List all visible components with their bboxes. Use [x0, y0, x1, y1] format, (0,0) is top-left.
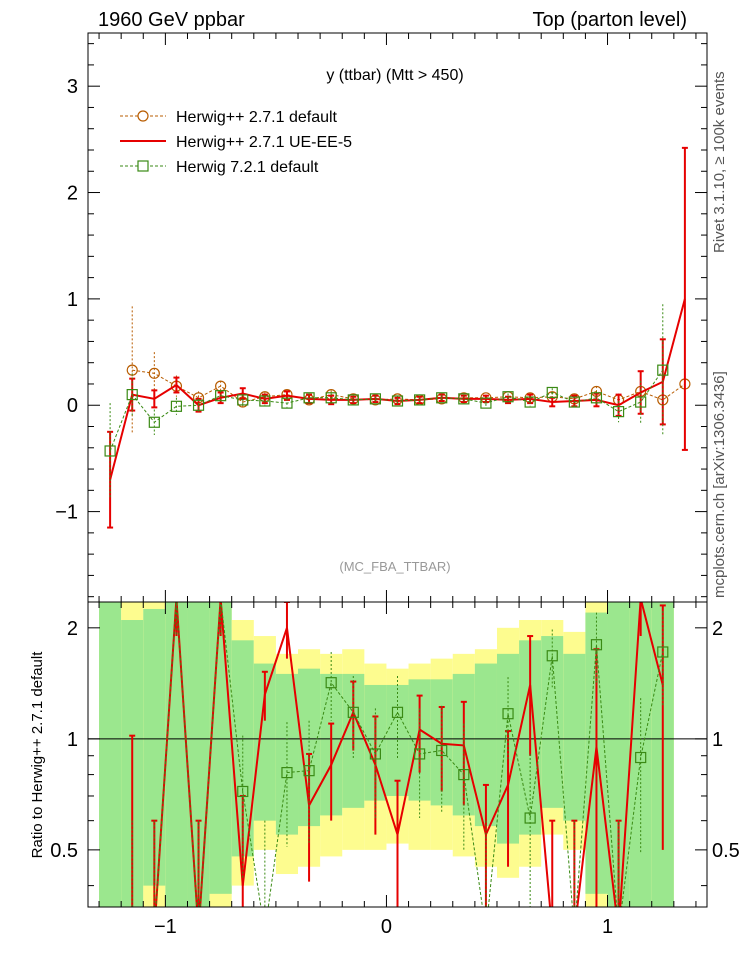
data-point — [303, 392, 315, 404]
legend-label: Herwig++ 2.7.1 UE-EE-5 — [176, 134, 352, 151]
data-point — [657, 364, 669, 376]
mcplots-label: mcplots.cern.ch [arXiv:1306.3436] — [711, 371, 728, 598]
data-point — [215, 390, 227, 402]
ratio-point — [590, 639, 603, 651]
axes: −1 0 1 2 3 −1 0 1 0.5 0.5 1 1 2 2 — [50, 32, 740, 938]
main-plot-data — [104, 146, 691, 529]
ratio-xtick-label: −1 — [154, 916, 177, 938]
data-point — [414, 394, 426, 406]
data-point — [148, 367, 160, 379]
data-point — [347, 394, 359, 406]
main-ytick-label: 3 — [67, 76, 78, 98]
ratio-ytick-label-right: 0.5 — [712, 840, 740, 862]
ratio-point — [546, 650, 558, 662]
ratio-ytick-label-right: 1 — [712, 729, 723, 751]
ratio-frame — [87, 601, 708, 908]
legend-label: Herwig 7.2.1 default — [176, 159, 319, 176]
header-process: Top (parton level) — [532, 9, 687, 31]
legend-marker-square — [137, 160, 149, 172]
legend-marker-circle — [137, 110, 149, 122]
header-energy: 1960 GeV ppbar — [98, 9, 245, 31]
ratio-ylabel: Ratio to Herwig++ 2.7.1 default — [29, 651, 46, 859]
data-point — [391, 395, 404, 407]
rivet-label: Rivet 3.1.10, ≥ 100k events — [711, 71, 728, 253]
ratio-point — [502, 708, 514, 720]
ratio-ytick-label-right: 2 — [712, 618, 723, 640]
ratio-point — [391, 706, 404, 718]
data-point — [104, 445, 116, 457]
band-green — [187, 602, 210, 907]
data-point — [237, 394, 249, 406]
band-green — [541, 636, 564, 808]
main-ytick-label: 1 — [67, 289, 78, 311]
ratio-xtick-label: 0 — [381, 916, 392, 938]
data-point — [502, 391, 514, 403]
legend-label: Herwig++ 2.7.1 default — [176, 109, 338, 126]
data-point — [148, 416, 160, 428]
ratio-bands — [99, 602, 674, 907]
band-green — [253, 663, 276, 821]
ratio-point — [325, 677, 337, 689]
band-green — [209, 602, 232, 894]
band-green — [607, 602, 630, 907]
plot-title: y (ttbar) (Mtt > 450) — [326, 67, 463, 84]
band-green — [563, 653, 586, 821]
data-point — [126, 389, 138, 401]
ratio-point — [237, 785, 249, 798]
series-line — [109, 369, 664, 452]
data-point — [458, 393, 470, 405]
ratio-point — [347, 706, 359, 718]
data-point — [635, 396, 647, 408]
data-point — [192, 399, 205, 411]
data-point — [612, 406, 625, 418]
ratio-point — [635, 751, 647, 764]
ratio-point — [369, 748, 381, 760]
data-point — [325, 392, 337, 404]
band-green — [165, 602, 188, 907]
band-green — [143, 608, 166, 886]
data-point — [568, 396, 580, 408]
ratio-xtick-label: 1 — [602, 916, 613, 938]
ratio-point — [414, 748, 426, 760]
watermark: (MC_FBA_TTBAR) — [339, 559, 450, 574]
ratio-point — [524, 812, 536, 824]
ratio-point — [436, 744, 448, 757]
data-point — [369, 393, 381, 405]
data-point — [546, 386, 558, 399]
band-green — [474, 663, 497, 827]
ratio-point — [657, 646, 669, 658]
data-point — [480, 397, 492, 409]
data-point — [170, 400, 183, 412]
data-point — [281, 397, 293, 409]
series-line — [109, 298, 686, 480]
ratio-ytick-label: 2 — [67, 618, 78, 640]
band-green — [298, 668, 321, 827]
data-point — [259, 395, 271, 407]
data-point — [436, 392, 448, 404]
ratio-plot-data — [88, 602, 707, 907]
main-ytick-label: 0 — [67, 395, 78, 417]
data-point — [590, 392, 603, 404]
data-point — [524, 396, 536, 408]
ratio-ytick-label: 0.5 — [50, 840, 78, 862]
band-green — [99, 602, 122, 907]
main-ytick-label: −1 — [55, 502, 78, 524]
ratio-point — [303, 765, 315, 777]
legend: Herwig++ 2.7.1 default Herwig++ 2.7.1 UE-… — [120, 109, 352, 176]
ratio-ytick-label: 1 — [67, 729, 78, 751]
ratio-point — [458, 768, 470, 781]
ratio-point — [281, 767, 293, 779]
main-ytick-label: 2 — [67, 183, 78, 205]
